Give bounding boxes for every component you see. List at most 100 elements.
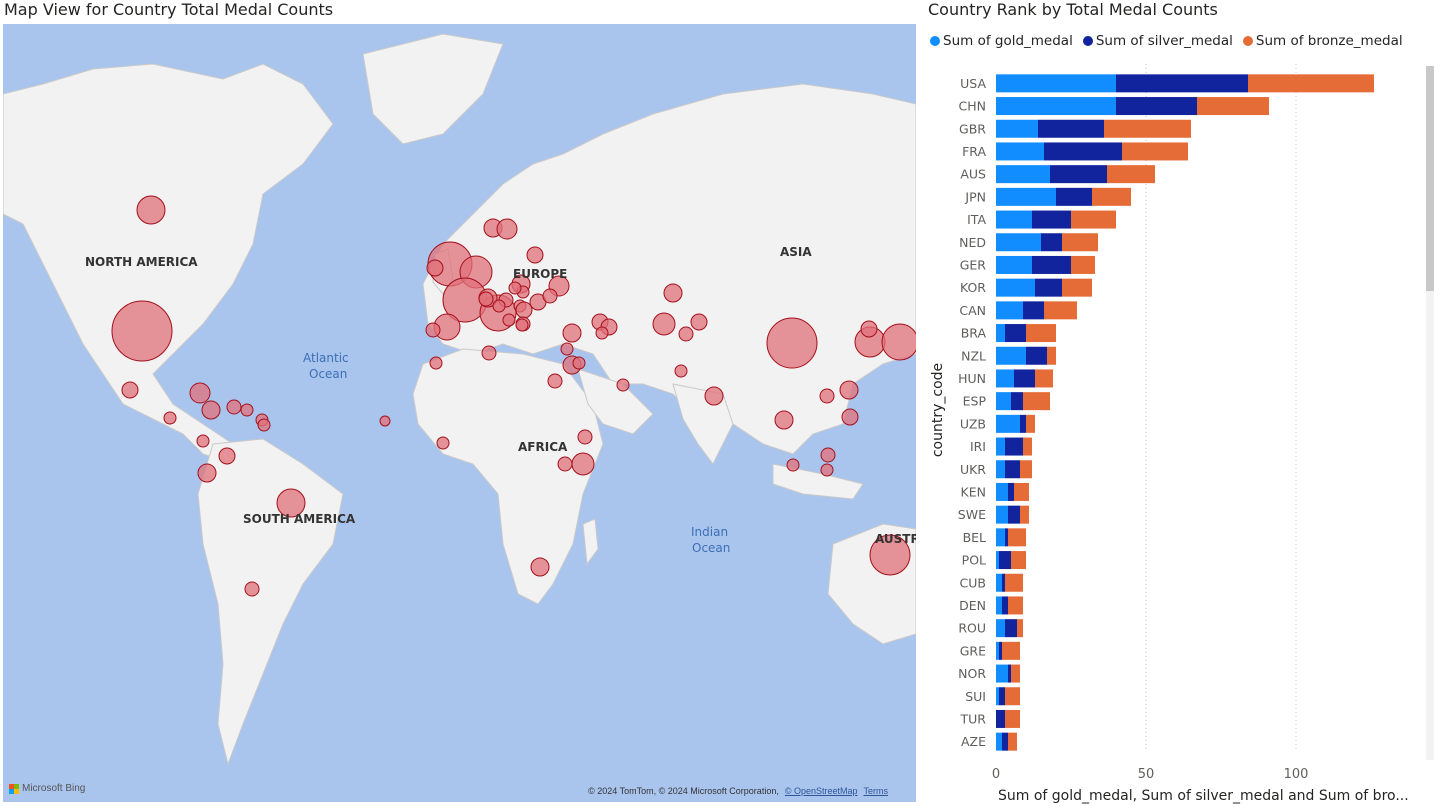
bar-segment-gold[interactable] xyxy=(996,255,1032,274)
bar-segment-bronze[interactable] xyxy=(1005,687,1020,706)
bar-segment-gold[interactable] xyxy=(996,187,1056,206)
bar-segment-bronze[interactable] xyxy=(1092,187,1131,206)
bar-segment-silver[interactable] xyxy=(1005,437,1023,456)
bar-segment-gold[interactable] xyxy=(996,392,1011,411)
bar-segment-silver[interactable] xyxy=(1005,619,1017,638)
medal-bubble[interactable] xyxy=(663,283,683,303)
bar-segment-silver[interactable] xyxy=(1020,414,1026,433)
bar-segment-gold[interactable] xyxy=(996,732,1002,751)
bubble-map[interactable]: NORTH AMERICA SOUTH AMERICA EUROPE AFRIC… xyxy=(3,24,916,802)
bar-segment-gold[interactable] xyxy=(996,460,1005,479)
bar-segment-bronze[interactable] xyxy=(1020,460,1032,479)
bar-segment-bronze[interactable] xyxy=(1197,97,1269,116)
medal-bubble[interactable] xyxy=(577,429,593,445)
bar-segment-silver[interactable] xyxy=(1005,460,1020,479)
medal-bubble[interactable] xyxy=(240,403,254,417)
medal-bubble[interactable] xyxy=(560,342,574,356)
medal-bubble[interactable] xyxy=(492,299,506,313)
bar-segment-silver[interactable] xyxy=(1044,142,1122,161)
medal-bubble[interactable] xyxy=(436,436,450,450)
bar-segment-bronze[interactable] xyxy=(1005,709,1020,728)
bar-segment-bronze[interactable] xyxy=(1008,596,1023,615)
bar-segment-silver[interactable] xyxy=(1014,369,1035,388)
bar-segment-bronze[interactable] xyxy=(1002,641,1020,660)
bar-segment-silver[interactable] xyxy=(1011,392,1023,411)
bar-segment-bronze[interactable] xyxy=(1122,142,1188,161)
bar-segment-gold[interactable] xyxy=(996,596,1002,615)
bar-segment-bronze[interactable] xyxy=(1005,573,1023,592)
medal-bubble[interactable] xyxy=(674,364,688,378)
bar-segment-silver[interactable] xyxy=(1026,346,1047,365)
bar-segment-silver[interactable] xyxy=(1035,278,1062,297)
bar-segment-silver[interactable] xyxy=(996,709,1005,728)
medal-bubble[interactable] xyxy=(244,581,260,597)
bar-segment-gold[interactable] xyxy=(996,119,1038,138)
bar-segment-gold[interactable] xyxy=(996,278,1035,297)
bar-segment-bronze[interactable] xyxy=(1071,255,1095,274)
bar-segment-bronze[interactable] xyxy=(1017,619,1023,638)
bar-segment-silver[interactable] xyxy=(1008,664,1011,683)
medal-bubble[interactable] xyxy=(425,322,441,338)
medal-bubble[interactable] xyxy=(515,301,533,319)
medal-bubble[interactable] xyxy=(841,408,859,426)
bar-segment-bronze[interactable] xyxy=(1047,346,1056,365)
bar-segment-gold[interactable] xyxy=(996,165,1050,184)
medal-bubble[interactable] xyxy=(678,326,694,342)
legend-item-gold[interactable]: Sum of gold_medal xyxy=(930,33,1073,49)
bar-segment-gold[interactable] xyxy=(996,324,1005,343)
medal-bubble[interactable] xyxy=(218,447,236,465)
bar-segment-gold[interactable] xyxy=(996,97,1116,116)
bar-segment-bronze[interactable] xyxy=(1035,369,1053,388)
bar-segment-silver[interactable] xyxy=(1032,255,1071,274)
bar-segment-bronze[interactable] xyxy=(1062,233,1098,252)
chart-scrollbar[interactable] xyxy=(1426,66,1434,760)
medal-bubble[interactable] xyxy=(820,447,836,463)
legend-item-bronze[interactable]: Sum of bronze_medal xyxy=(1242,33,1403,49)
medal-bubble[interactable] xyxy=(121,381,139,399)
medal-bubble[interactable] xyxy=(515,318,529,332)
medal-bubble[interactable] xyxy=(508,281,522,295)
bar-segment-bronze[interactable] xyxy=(1020,505,1029,524)
medal-bubble[interactable] xyxy=(542,288,558,304)
medal-bubble[interactable] xyxy=(429,356,443,370)
bar-segment-gold[interactable] xyxy=(996,505,1008,524)
medal-bubble[interactable] xyxy=(572,356,586,370)
bar-segment-gold[interactable] xyxy=(996,641,999,660)
bar-segment-gold[interactable] xyxy=(996,74,1116,93)
medal-bubble[interactable] xyxy=(379,415,391,427)
medal-bubble[interactable] xyxy=(766,317,818,369)
medal-bubble[interactable] xyxy=(257,418,271,432)
medal-bubble[interactable] xyxy=(526,246,544,264)
medal-bubble[interactable] xyxy=(704,386,724,406)
bar-segment-silver[interactable] xyxy=(1032,210,1071,229)
medal-bubble[interactable] xyxy=(786,458,800,472)
bar-segment-bronze[interactable] xyxy=(1104,119,1191,138)
medal-bubble[interactable] xyxy=(547,373,563,389)
medal-bubble[interactable] xyxy=(189,382,211,404)
medal-bubble[interactable] xyxy=(860,320,878,338)
bar-segment-silver[interactable] xyxy=(1050,165,1107,184)
medal-bubble[interactable] xyxy=(197,463,217,483)
bar-segment-gold[interactable] xyxy=(996,551,999,570)
scrollbar-thumb[interactable] xyxy=(1426,66,1434,291)
medal-bubble[interactable] xyxy=(478,291,494,307)
bar-segment-gold[interactable] xyxy=(996,210,1032,229)
bar-segment-gold[interactable] xyxy=(996,142,1044,161)
bar-segment-silver[interactable] xyxy=(1116,74,1248,93)
medal-bubble[interactable] xyxy=(616,378,630,392)
bar-segment-silver[interactable] xyxy=(999,687,1005,706)
bar-segment-gold[interactable] xyxy=(996,664,1008,683)
medal-bubble[interactable] xyxy=(562,323,582,343)
bar-segment-silver[interactable] xyxy=(1023,301,1044,320)
bar-segment-gold[interactable] xyxy=(996,346,1026,365)
medal-bubble[interactable] xyxy=(276,488,306,518)
bar-segment-gold[interactable] xyxy=(996,573,1002,592)
bar-segment-bronze[interactable] xyxy=(1071,210,1116,229)
bar-segment-gold[interactable] xyxy=(996,414,1020,433)
bar-segment-silver[interactable] xyxy=(999,551,1011,570)
medal-bubble[interactable] xyxy=(819,388,835,404)
bar-segment-gold[interactable] xyxy=(996,369,1014,388)
medal-bubble[interactable] xyxy=(690,313,708,331)
medal-bubble[interactable] xyxy=(111,300,173,362)
medal-bubble[interactable] xyxy=(869,534,911,576)
